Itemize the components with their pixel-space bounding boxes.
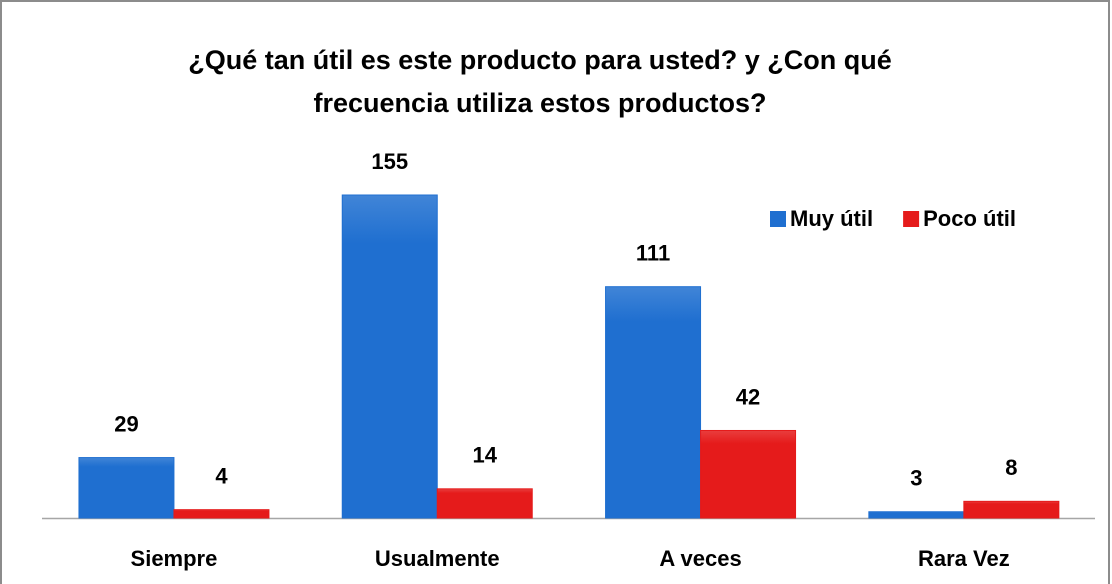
data-label: 42: [736, 384, 760, 409]
data-label: 111: [636, 241, 670, 266]
data-label: 155: [371, 149, 408, 174]
x-tick-label: Rara Vez: [918, 546, 1010, 571]
bar: [963, 500, 1060, 519]
legend-swatch: [770, 211, 786, 227]
bar: [173, 509, 270, 519]
bar: [78, 457, 175, 519]
data-label: 4: [215, 463, 228, 488]
bar: [341, 194, 438, 519]
data-label: 14: [473, 443, 498, 468]
bar: [700, 429, 797, 519]
data-label: 29: [114, 411, 138, 436]
bar: [605, 286, 702, 519]
legend-label: Muy útil: [790, 206, 873, 231]
bar: [436, 488, 533, 519]
data-label: 8: [1005, 455, 1017, 480]
bar: [868, 511, 965, 519]
x-tick-label: Usualmente: [375, 546, 500, 571]
data-label: 3: [910, 466, 922, 491]
x-tick-label: A veces: [659, 546, 741, 571]
chart-title: ¿Qué tan útil es este producto para uste…: [188, 45, 892, 75]
legend-label: Poco útil: [923, 206, 1016, 231]
legend-swatch: [903, 211, 920, 227]
chart-title: frecuencia utiliza estos productos?: [313, 88, 766, 118]
x-tick-label: Siempre: [131, 546, 218, 571]
